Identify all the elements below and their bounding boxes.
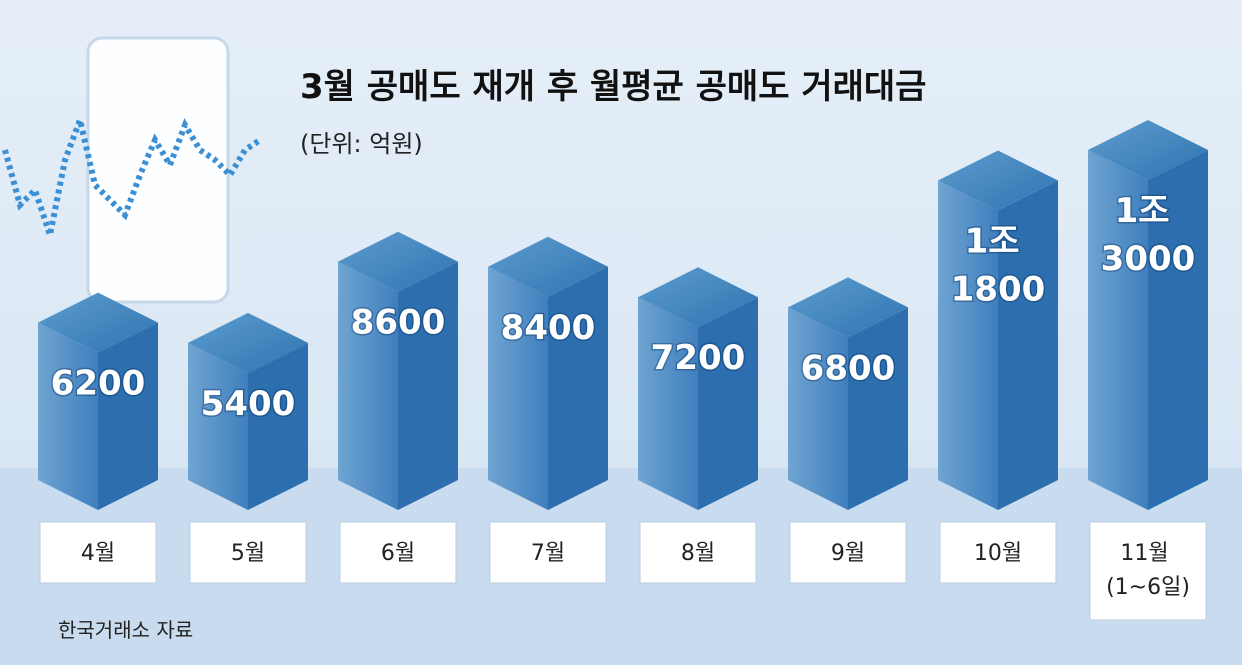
- bar-top-face: [938, 150, 1058, 211]
- bar-left-face: [1088, 150, 1148, 510]
- x-tick-label: 4월: [81, 541, 115, 566]
- bar-left-face: [488, 266, 548, 510]
- value-label: 6200: [51, 364, 146, 404]
- category-box: [1089, 521, 1207, 621]
- bar: [38, 292, 158, 510]
- bar: [788, 277, 908, 510]
- bar-top-face: [488, 236, 608, 297]
- bar: [188, 312, 308, 510]
- bar-left-face: [938, 180, 998, 510]
- phone-illustration: [86, 36, 230, 304]
- bar-top-face: [338, 231, 458, 292]
- bar-left-face: [788, 307, 848, 510]
- bar-right-face: [248, 342, 308, 510]
- bar-left-face: [38, 322, 98, 510]
- bar: [938, 150, 1058, 510]
- bar-top-face: [38, 292, 158, 353]
- value-label: 7200: [651, 338, 746, 378]
- bar: [638, 267, 758, 510]
- value-label: 6800: [801, 348, 896, 388]
- bar-top-face: [788, 277, 908, 338]
- bar-right-face: [1148, 150, 1208, 510]
- bar-right-face: [398, 261, 458, 510]
- x-tick-label: 9월: [831, 541, 865, 566]
- value-label: 8600: [351, 303, 446, 343]
- value-label: 8400: [501, 308, 596, 348]
- bar-left-face: [188, 342, 248, 510]
- value-label: 1조 1800: [951, 221, 1046, 309]
- category-box: [39, 521, 157, 584]
- bar-top-face: [188, 312, 308, 373]
- bar-right-face: [698, 297, 758, 510]
- bar-right-face: [98, 322, 158, 510]
- source-note: 한국거래소 자료: [58, 618, 193, 642]
- bar-left-face: [338, 261, 398, 510]
- bar-top-face: [1088, 120, 1208, 180]
- bar-top-face: [638, 267, 758, 328]
- category-box: [939, 521, 1057, 584]
- bar-left-face: [638, 297, 698, 510]
- category-box: [789, 521, 907, 584]
- chart-title: 3월 공매도 재개 후 월평균 공매도 거래대금: [300, 67, 926, 107]
- value-label: 1조 3000: [1101, 191, 1196, 279]
- x-tick-label: 6월: [381, 541, 415, 566]
- bar: [488, 236, 608, 510]
- chart-subtitle: (단위: 억원): [300, 130, 423, 158]
- bar-right-face: [998, 180, 1058, 510]
- bar: [338, 231, 458, 510]
- bar: [1088, 120, 1208, 510]
- x-tick-label: 11월 (1~6일): [1106, 541, 1190, 600]
- x-tick-label: 7월: [531, 541, 565, 566]
- bar-right-face: [548, 266, 608, 510]
- x-tick-label: 8월: [681, 541, 715, 566]
- value-label: 5400: [201, 384, 296, 424]
- category-box: [339, 521, 457, 584]
- category-box: [489, 521, 607, 584]
- bar-right-face: [848, 307, 908, 510]
- category-box: [189, 521, 307, 584]
- x-tick-label: 5월: [231, 541, 265, 566]
- x-tick-label: 10월: [974, 541, 1022, 566]
- category-box: [639, 521, 757, 584]
